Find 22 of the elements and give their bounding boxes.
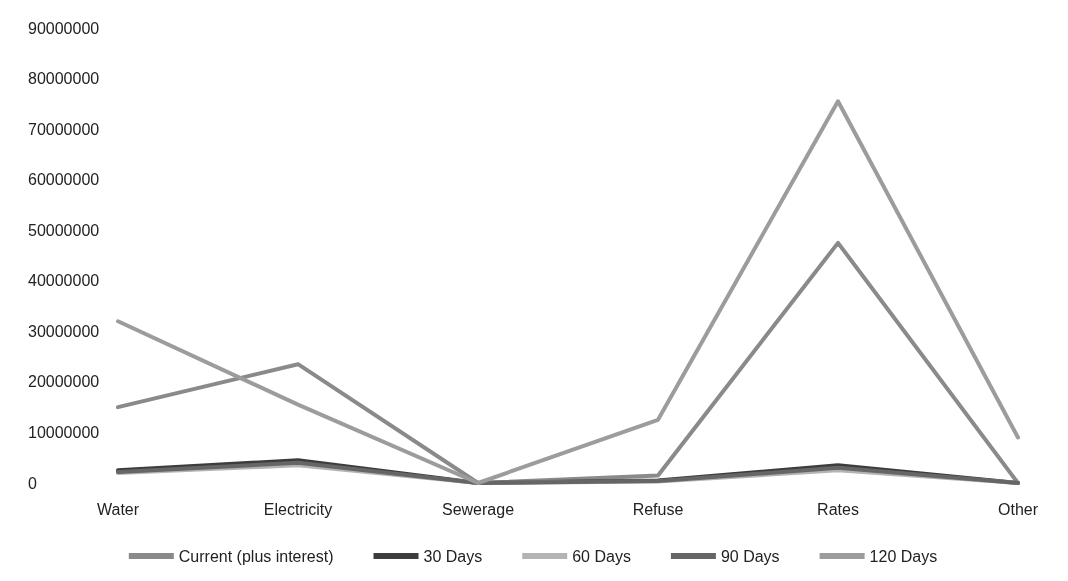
x-tick-label: Other	[997, 500, 1039, 518]
y-tick-label: 20000000	[28, 373, 100, 391]
legend-label: Current (plus interest)	[178, 547, 334, 565]
x-tick-label: Electricity	[263, 500, 333, 518]
y-tick-label: 80000000	[28, 70, 100, 88]
x-tick-label: Water	[96, 500, 140, 518]
y-tick-label: 30000000	[28, 322, 100, 340]
legend-label: 90 Days	[720, 547, 780, 565]
x-tick-label: Sewerage	[441, 500, 515, 518]
line-series	[116, 99, 1020, 485]
legend-label: 60 Days	[572, 547, 631, 565]
legend-label: 120 Days	[869, 547, 938, 565]
y-tick-label: 10000000	[28, 423, 100, 441]
y-tick-label: 90000000	[28, 19, 100, 37]
y-tick-label: 50000000	[28, 221, 100, 239]
y-tick-label: 60000000	[28, 171, 100, 189]
y-tick-label: 70000000	[28, 120, 100, 138]
y-tick-label: 40000000	[28, 272, 100, 290]
y-tick-label: 0	[28, 474, 37, 492]
x-tick-label: Rates	[817, 500, 859, 518]
x-tick-label: Refuse	[632, 500, 684, 518]
legend-label: 30 Days	[423, 547, 483, 565]
